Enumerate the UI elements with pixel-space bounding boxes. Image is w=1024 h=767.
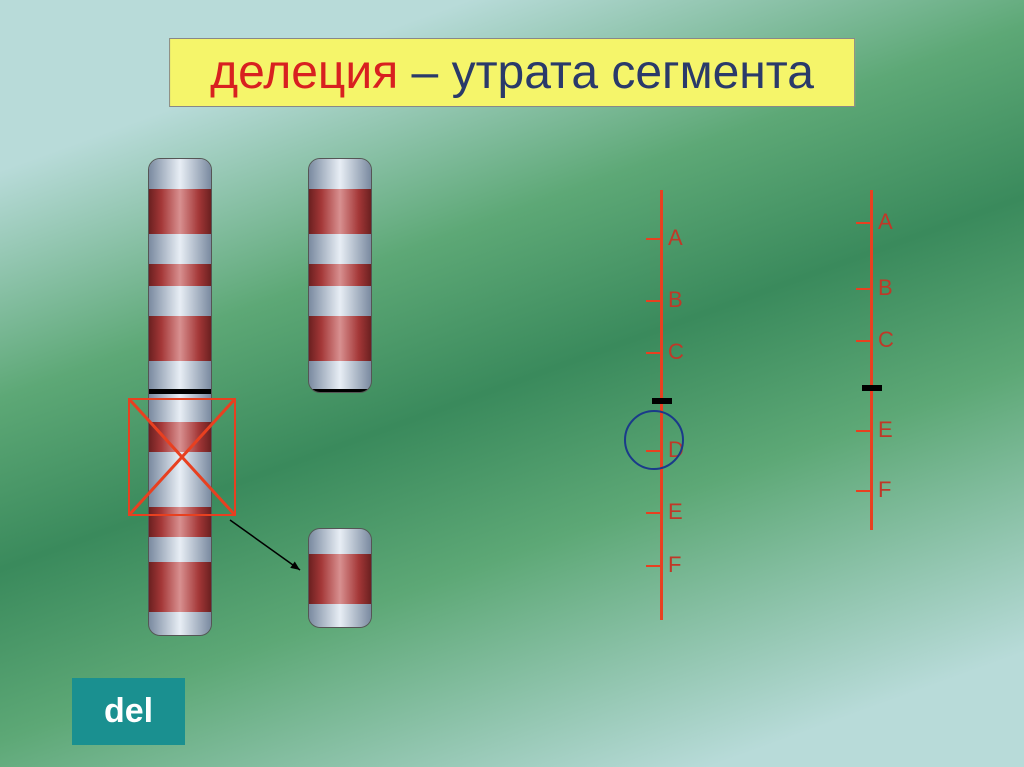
deletion-x-icon (130, 400, 234, 514)
gene-label-f: F (668, 552, 681, 578)
chromosome-band (309, 189, 371, 234)
chromosome-band (149, 537, 211, 562)
chromosome-band (309, 286, 371, 316)
gene-tick (856, 288, 870, 290)
gene-tick (646, 565, 660, 567)
gene-tick (646, 352, 660, 354)
chromosome-band (309, 361, 371, 389)
chromosome-band (309, 316, 371, 361)
chromosome-band (309, 604, 371, 628)
gene-label-c: C (668, 339, 684, 365)
chromosome-band (309, 234, 371, 264)
gene-tick (646, 238, 660, 240)
gene-tick (856, 490, 870, 492)
deletion-marker-box (128, 398, 236, 516)
chromosome-band (149, 189, 211, 234)
gene-map-result: ABCEF (870, 190, 873, 530)
gene-tick (646, 300, 660, 302)
chromosome-band (309, 159, 371, 189)
chromosome-band (308, 389, 372, 393)
chromosome-result-top (308, 158, 372, 393)
chromosome-band (149, 286, 211, 316)
centromere-mark (652, 398, 672, 404)
gene-tick (856, 340, 870, 342)
deletion-loop-icon (624, 410, 684, 470)
chromosome-band (149, 361, 211, 389)
chromosome-band (309, 554, 371, 604)
gene-label-a: A (668, 225, 683, 251)
gene-label-c: C (878, 327, 894, 353)
chromosome-band (149, 612, 211, 636)
gene-tick (856, 222, 870, 224)
gene-label-a: A (878, 209, 893, 235)
chromosome-band (309, 529, 371, 554)
title-bar: делеция – утрата сегмента (169, 38, 855, 107)
chromosome-band (149, 562, 211, 612)
del-badge-text: del (104, 692, 153, 730)
gene-label-e: E (668, 499, 683, 525)
gene-label-b: B (878, 275, 893, 301)
chromosome-band (149, 159, 211, 189)
centromere-mark (862, 385, 882, 391)
gene-map-original: ABCDEF (660, 190, 663, 620)
gene-label-b: B (668, 287, 683, 313)
gene-label-f: F (878, 477, 891, 503)
gene-label-e: E (878, 417, 893, 443)
del-badge: del (72, 678, 185, 745)
chromosome-band (149, 234, 211, 264)
chromosome-band (149, 264, 211, 286)
chromosome-band (309, 264, 371, 286)
chromosome-band (149, 316, 211, 361)
title-word-rest: – утрата сегмента (398, 46, 814, 99)
chromosome-original (148, 158, 212, 636)
chromosome-fragment (308, 528, 372, 628)
title-word-deletion: делеция (210, 46, 398, 99)
gene-tick (646, 512, 660, 514)
gene-tick (856, 430, 870, 432)
